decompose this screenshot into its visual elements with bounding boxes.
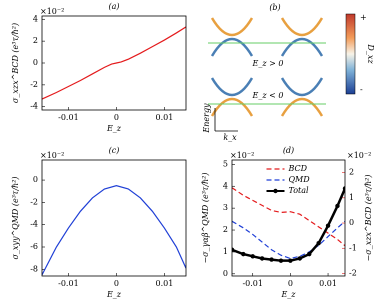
y2-label: −σ_xzx^BCD (e³τ/ħ²) <box>364 175 373 262</box>
legend-label: Total <box>289 186 310 195</box>
x-tick-label: -0.01 <box>58 113 79 122</box>
k-label: k_x <box>223 133 237 142</box>
colorbar-top: + <box>360 13 367 22</box>
y-label: −σ_γαβ^QMD (e³τ/ħ²) <box>201 172 210 263</box>
series-line <box>232 220 345 260</box>
y2-tick-label: 2 <box>349 168 354 177</box>
y-tick-label: -4 <box>30 220 38 229</box>
y-tick-label: 0 <box>33 58 38 67</box>
y-tick-label: 0 <box>223 269 228 278</box>
panel-title: (a) <box>108 2 119 11</box>
upper-label: E_z > 0 <box>252 59 284 68</box>
y-tick-label: 2 <box>223 225 228 234</box>
plot-frame <box>231 159 346 277</box>
x-tick-label: 0.01 <box>155 113 173 122</box>
series-marker <box>335 203 340 209</box>
y-multiplier: ×10⁻² <box>40 7 64 16</box>
y-label: σ_xzx^BCD (e³τ/ħ²) <box>11 23 20 103</box>
lower-label: E_z < 0 <box>252 91 284 100</box>
panel-title: (b) <box>269 3 280 12</box>
x-tick-label: 0.01 <box>319 279 337 288</box>
y-label: σ_xyy^QMD (e³τ/ħ²) <box>11 176 20 259</box>
y-tick-label: -8 <box>30 264 38 273</box>
series-marker <box>269 257 274 262</box>
y-tick-label: 4 <box>33 14 38 23</box>
axes-arrows <box>214 108 238 132</box>
x-tick-label: 0.01 <box>155 279 173 288</box>
x-label: E_z <box>106 290 122 299</box>
series-marker <box>232 247 235 252</box>
panel-title: (c) <box>109 146 120 155</box>
y2-tick-label: -1 <box>349 243 357 252</box>
series-marker <box>325 223 331 228</box>
y-tick-label: 4 <box>223 181 228 190</box>
x-label: E_z <box>280 290 296 299</box>
y2-tick-label: 0 <box>349 218 354 227</box>
series-line <box>42 26 186 100</box>
panel-title: (d) <box>283 146 294 155</box>
series-marker <box>241 251 246 257</box>
x-tick-label: -0.01 <box>58 279 79 288</box>
y-multiplier: ×10⁻² <box>40 151 64 160</box>
colorbar <box>345 13 356 95</box>
series-marker <box>297 256 302 261</box>
series-marker <box>250 254 255 259</box>
series-marker <box>288 258 293 263</box>
series-line <box>42 185 186 276</box>
y-tick-label: 2 <box>33 36 38 45</box>
y2-multiplier: ×10⁻² <box>347 151 371 160</box>
energy-label: Energy <box>202 103 211 134</box>
y-tick-label: -6 <box>30 242 38 251</box>
y-tick-label: -4 <box>30 102 38 111</box>
series-line <box>232 187 345 247</box>
y-tick-label: 0 <box>33 175 38 184</box>
legend-label: BCD <box>288 164 308 173</box>
series-marker <box>342 186 345 191</box>
series-marker <box>316 240 321 246</box>
y-tick-label: 5 <box>223 159 228 168</box>
x-tick-label: 0 <box>288 279 293 288</box>
series-marker <box>259 256 265 261</box>
colorbar-label: D_xz <box>366 43 375 64</box>
colorbar-bottom: - <box>360 85 363 94</box>
x-tick-label: 0 <box>114 279 119 288</box>
y-tick-label: 3 <box>223 203 228 212</box>
y2-tick-label: -2 <box>349 268 357 277</box>
band-sketches <box>208 17 326 117</box>
plot-frame <box>41 15 187 111</box>
x-tick-label: -0.01 <box>242 279 263 288</box>
y-tick-label: -2 <box>30 80 38 89</box>
x-label: E_z <box>106 124 122 133</box>
legend-marker <box>273 188 278 194</box>
x-tick-label: 0 <box>114 113 119 122</box>
y2-tick-label: 1 <box>349 193 354 202</box>
y-multiplier: ×10⁻² <box>230 151 254 160</box>
diagram-panel: (b) E_z > 0 E_z < 0 + - D_xz Energy k_x <box>202 3 375 142</box>
series-marker <box>278 258 284 263</box>
series-marker <box>307 251 312 257</box>
legend-label: QMD <box>289 175 311 184</box>
plot-frame <box>41 159 187 277</box>
y-tick-label: -2 <box>30 197 38 206</box>
y-tick-label: 1 <box>223 247 228 256</box>
